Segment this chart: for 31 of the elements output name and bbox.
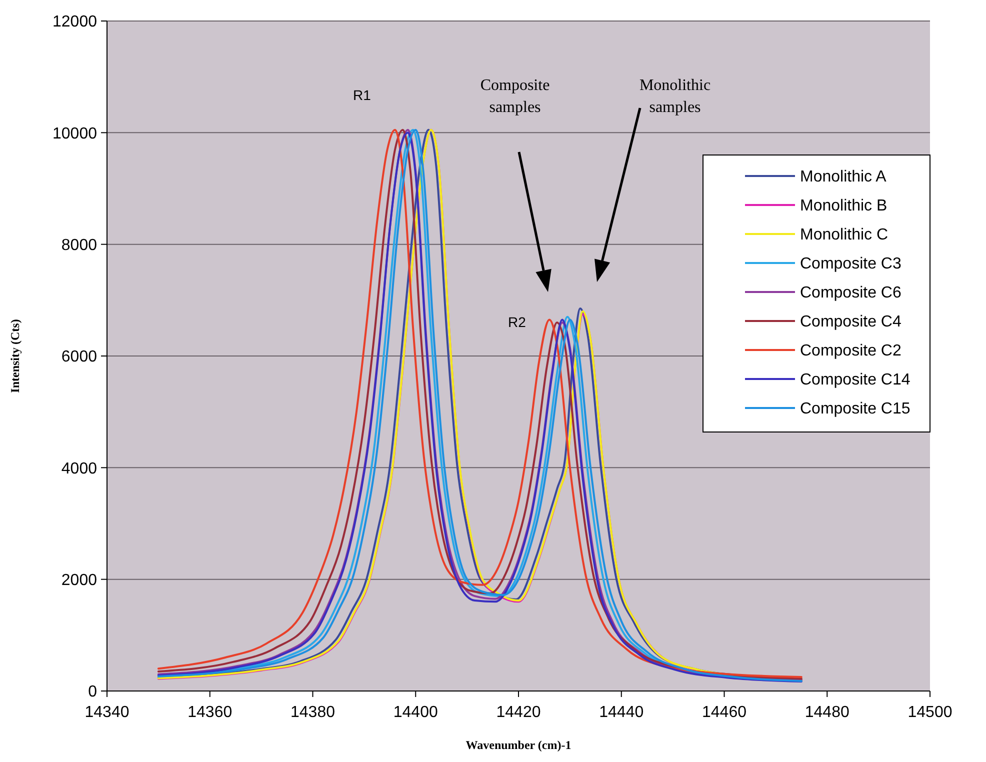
- y-tick-label: 6000: [61, 348, 98, 366]
- y-tick-label: 0: [88, 684, 98, 701]
- legend-label: Monolithic C: [800, 226, 888, 244]
- x-tick-label: 14460: [702, 704, 747, 721]
- y-tick-label: 2000: [61, 572, 98, 589]
- y-axis-title: Intensity (Cts): [8, 319, 22, 393]
- y-tick-label: 4000: [61, 460, 98, 478]
- y-tick-label: 12000: [52, 14, 98, 31]
- annotation: Monolithic samples: [639, 77, 711, 116]
- x-tick-label: 14380: [290, 704, 336, 721]
- x-tick-label: 14480: [804, 704, 850, 721]
- legend-label: Composite C3: [800, 256, 902, 273]
- legend-label: Composite C4: [800, 314, 902, 331]
- x-tick-label: 14360: [188, 704, 232, 721]
- x-tick-label: 14420: [496, 704, 541, 721]
- x-axis-title: Wavenumber (cm)-1: [466, 738, 572, 752]
- legend-label: Composite C6: [800, 284, 902, 302]
- legend-label: Monolithic B: [800, 198, 888, 215]
- y-tick-label: 10000: [52, 125, 98, 142]
- x-tick-label: 14440: [599, 704, 644, 721]
- legend-label: Composite C2: [800, 342, 902, 360]
- annotation: R1: [353, 87, 372, 103]
- annotation: Composite samples: [480, 77, 550, 116]
- annotation: R2: [508, 314, 526, 330]
- legend-label: Composite C15: [800, 400, 910, 418]
- x-tick-label: 14400: [393, 704, 438, 721]
- y-tick-label: 8000: [61, 236, 98, 254]
- legend-label: Monolithic A: [800, 168, 887, 186]
- x-tick-label: 14340: [84, 704, 130, 721]
- x-tick-label: 14500: [908, 704, 952, 721]
- legend-label: Composite C14: [800, 372, 910, 389]
